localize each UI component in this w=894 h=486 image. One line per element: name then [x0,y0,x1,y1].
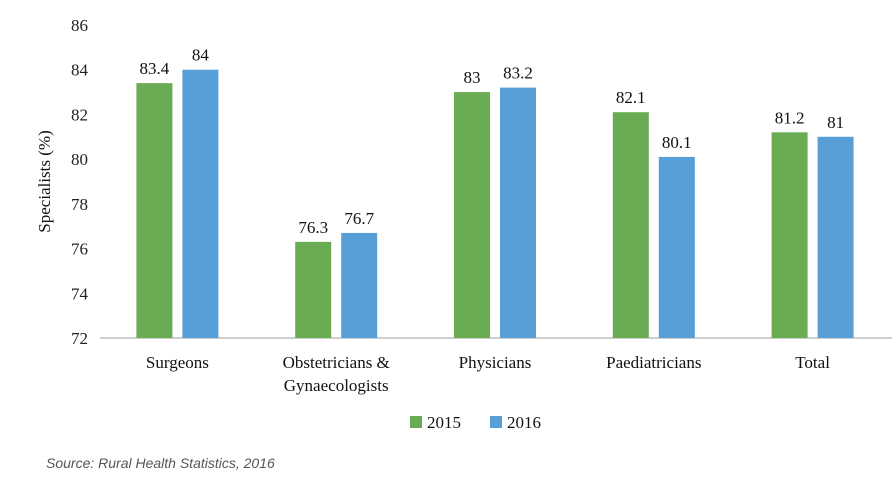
data-label: 81.2 [775,108,805,127]
data-label: 81 [827,113,844,132]
legend-swatch-2015 [410,416,422,428]
y-tick-label: 76 [71,240,88,259]
y-axis-title: Specialists (%) [35,130,54,232]
data-label: 82.1 [616,88,646,107]
bar-2016 [341,232,378,338]
y-tick-label: 86 [71,16,88,35]
data-label: 76.7 [344,209,374,228]
source-note: Source: Rural Health Statistics, 2016 [46,455,275,471]
x-category-label: Obstetricians & [283,353,390,372]
x-category-label: Gynaecologists [284,376,389,395]
bar-2016 [500,87,536,338]
bar-2016 [658,156,695,338]
legend-swatch-2016 [490,416,502,428]
y-tick-label: 80 [71,150,88,169]
x-category-label: Paediatricians [606,353,701,372]
data-label: 76.3 [298,218,328,237]
data-label: 83 [464,68,481,87]
data-label: 84 [192,46,210,65]
legend-label: 2015 [427,413,461,432]
data-label: 80.1 [662,133,692,152]
bar-2015 [295,241,332,338]
bar-2016 [182,69,219,338]
y-tick-label: 74 [71,284,89,303]
y-tick-label: 84 [71,61,89,80]
data-label: 83.2 [503,64,533,83]
x-category-label: Surgeons [146,353,209,372]
bar-2015 [136,83,173,338]
bar-2015 [771,132,808,338]
data-label: 83.4 [140,59,170,78]
x-category-label: Physicians [459,353,532,372]
x-category-label: Total [795,353,830,372]
y-tick-label: 78 [71,195,88,214]
y-tick-label: 72 [71,329,88,348]
bar-2015 [612,112,649,338]
y-tick-label: 82 [71,105,88,124]
bar-2016 [817,136,854,338]
legend-label: 2016 [507,413,541,432]
bar-2015 [454,92,490,338]
